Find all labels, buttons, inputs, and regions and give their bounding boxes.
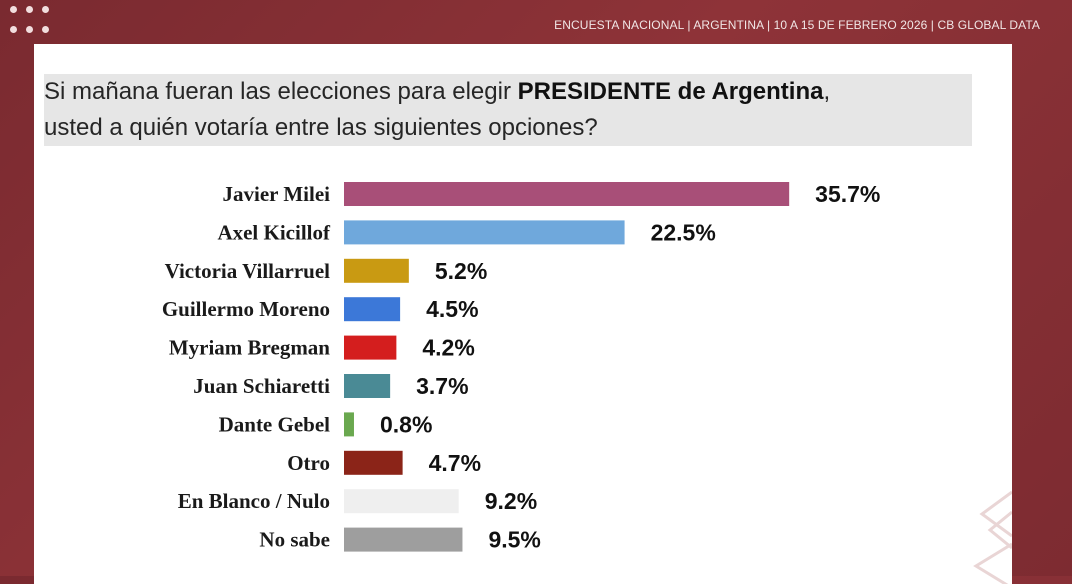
category-label: Guillermo Moreno xyxy=(162,297,330,321)
bar xyxy=(344,182,790,206)
value-label: 35.7% xyxy=(815,181,880,207)
bar-chart: Javier Milei 35.7% Axel Kicillof 22.5% Victo… xyxy=(162,181,881,553)
bar xyxy=(344,412,354,437)
bar xyxy=(344,297,401,322)
bar xyxy=(344,527,463,552)
category-label: En Blanco / Nulo xyxy=(178,489,330,513)
value-label: 4.5% xyxy=(426,296,478,322)
category-label: No sabe xyxy=(259,528,330,552)
value-label: 5.2% xyxy=(435,258,487,284)
question-bold-text: PRESIDENTE de Argentina xyxy=(517,78,824,105)
corner-decoration xyxy=(973,490,1012,584)
value-label: 0.8% xyxy=(380,411,432,437)
question-text-start: Si mañana fueran las elecciones para ele… xyxy=(44,78,518,105)
chart-panel: Si mañana fueran las elecciones para ele… xyxy=(34,44,1012,584)
decorative-dots xyxy=(10,6,60,40)
bar xyxy=(344,450,403,475)
category-label: Juan Schiaretti xyxy=(193,374,330,398)
question-line-2: usted a quién votaría entre las siguient… xyxy=(44,114,598,141)
question-box: Si mañana fueran las elecciones para ele… xyxy=(44,74,972,146)
bar xyxy=(344,489,459,514)
bar xyxy=(344,220,625,245)
question-text-end: , xyxy=(823,78,831,105)
value-label: 9.2% xyxy=(485,488,537,514)
value-label: 3.7% xyxy=(416,373,468,399)
question-line-1: Si mañana fueran las elecciones para ele… xyxy=(44,78,830,106)
value-label: 4.2% xyxy=(422,335,474,361)
survey-header: ENCUESTA NACIONAL | ARGENTINA | 10 A 15 … xyxy=(554,18,1040,32)
category-label: Myriam Bregman xyxy=(169,336,330,360)
value-label: 4.7% xyxy=(429,450,481,476)
bar xyxy=(344,258,409,283)
bar xyxy=(344,335,397,360)
value-label: 9.5% xyxy=(488,527,540,553)
category-label: Javier Milei xyxy=(223,182,331,206)
category-label: Victoria Villarruel xyxy=(165,259,331,283)
bar xyxy=(344,374,391,398)
category-label: Axel Kicillof xyxy=(217,220,331,244)
category-label: Otro xyxy=(287,451,330,475)
category-label: Dante Gebel xyxy=(219,412,331,436)
value-label: 22.5% xyxy=(651,219,716,245)
